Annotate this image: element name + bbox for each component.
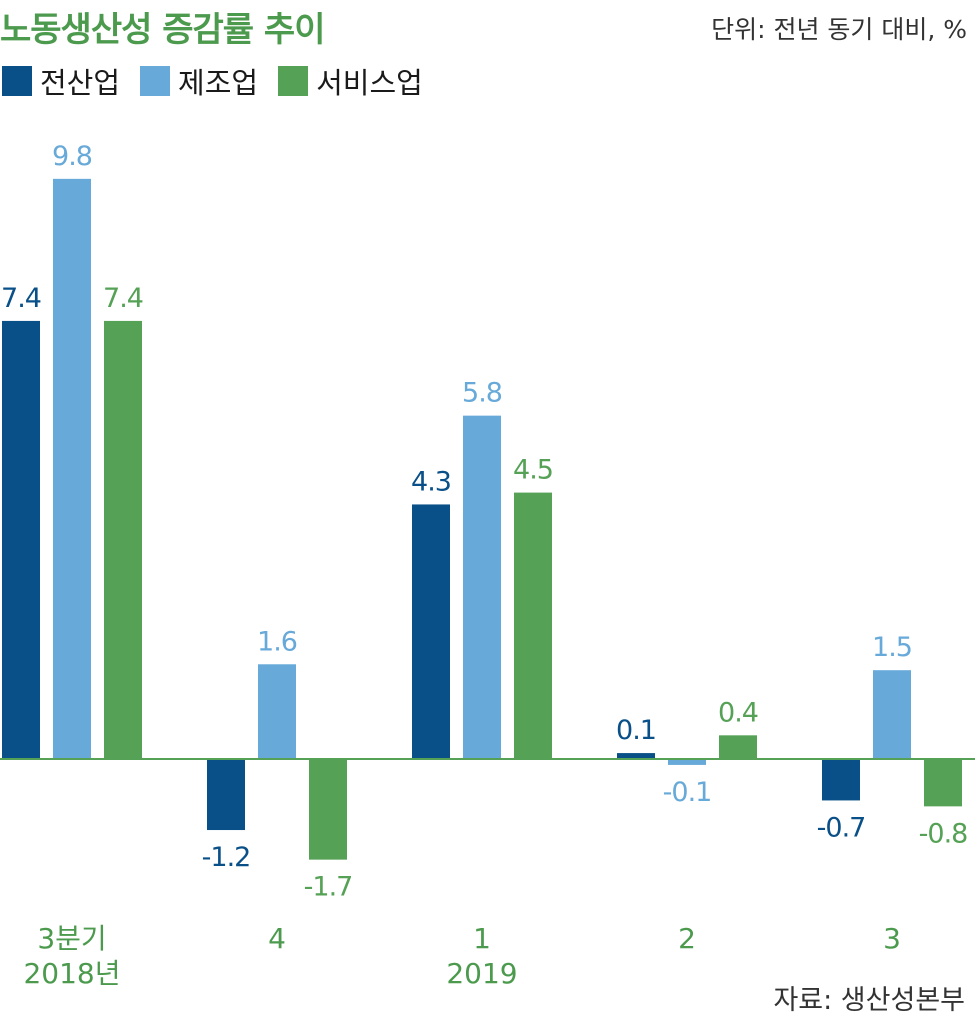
legend-swatch-manufacturing — [140, 66, 171, 96]
value-label-services-2019-q1: 4.5 — [513, 455, 553, 486]
value-label-services-2018-q3: 7.4 — [103, 283, 143, 314]
value-label-manufacturing-2019-q2: -0.1 — [663, 777, 712, 808]
category-2018-q3-line-2: 2018년 — [23, 957, 120, 990]
legend-label-services: 서비스업 — [316, 66, 423, 100]
chart-title: 노동생산성 증감률 추이 — [0, 10, 325, 50]
legend-item-services: 서비스업 — [278, 60, 423, 102]
value-label-manufacturing-2019-q1: 5.8 — [462, 378, 502, 409]
bar-services-2019-q2 — [719, 735, 757, 759]
category-2019-q3: 3 — [883, 922, 901, 955]
source-note: 자료: 생산성본부 — [773, 985, 965, 1016]
value-label-services-2018-q4: -1.7 — [304, 872, 353, 903]
bar-all-industries-2019-q1 — [412, 504, 450, 759]
value-label-services-2019-q2: 0.4 — [718, 697, 758, 728]
category-2018-q3-line-1: 3분기 — [37, 922, 106, 955]
legend-swatch-services — [278, 66, 309, 96]
value-label-all-industries-2019-q2: 0.1 — [616, 715, 656, 746]
category-2019-q2: 2 — [678, 922, 696, 955]
legend-item-manufacturing: 제조업 — [140, 60, 258, 102]
value-label-all-industries-2018-q3: 7.4 — [1, 283, 41, 314]
value-label-manufacturing-2018-q3: 9.8 — [52, 141, 92, 172]
bar-manufacturing-2018-q3 — [53, 178, 91, 760]
value-label-all-industries-2019-q1: 4.3 — [411, 466, 451, 497]
category-2019-q1-line-1: 1 — [473, 922, 491, 955]
legend-item-all-industries: 전산업 — [2, 60, 120, 102]
bar-manufacturing-2019-q1 — [463, 415, 501, 759]
bar-all-industries-2019-q2 — [617, 753, 655, 759]
bar-manufacturing-2019-q2 — [668, 759, 706, 765]
category-2018-q4: 4 — [268, 922, 286, 955]
legend-label-all-industries: 전산업 — [40, 66, 121, 100]
value-label-all-industries-2018-q4: -1.2 — [202, 842, 251, 873]
bar-services-2019-q1 — [514, 492, 552, 759]
category-2019-q1-line-2: 2019 — [446, 957, 517, 990]
legend: 전산업 제조업 서비스업 — [2, 60, 443, 102]
value-label-all-industries-2019-q3: -0.7 — [817, 812, 866, 843]
unit-label: 단위: 전년 동기 대비, % — [711, 15, 967, 44]
bar-all-industries-2019-q3 — [822, 759, 860, 801]
legend-swatch-all-industries — [2, 66, 32, 96]
bar-all-industries-2018-q4 — [207, 759, 245, 831]
bar-services-2019-q3 — [924, 759, 962, 807]
bar-services-2018-q3 — [104, 320, 142, 759]
bar-manufacturing-2019-q3 — [873, 670, 911, 759]
value-label-manufacturing-2019-q3: 1.5 — [872, 632, 912, 663]
bar-manufacturing-2018-q4 — [258, 664, 296, 759]
bar-services-2018-q4 — [309, 759, 347, 860]
bar-all-industries-2018-q3 — [2, 320, 40, 759]
legend-label-manufacturing: 제조업 — [178, 66, 259, 100]
value-label-manufacturing-2018-q4: 1.6 — [257, 626, 297, 657]
value-label-services-2019-q3: -0.8 — [919, 818, 968, 849]
